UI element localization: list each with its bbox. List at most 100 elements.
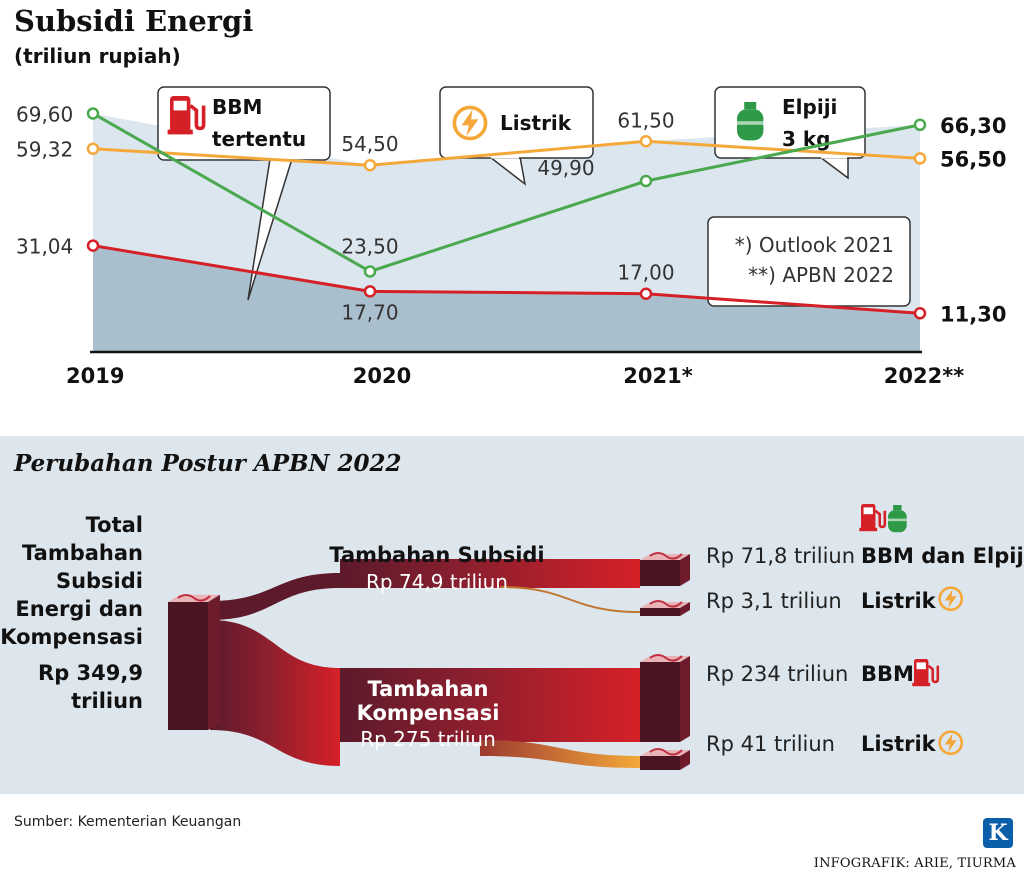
lightning-icon [938, 730, 964, 756]
target-amount: Rp 234 triliun [706, 662, 848, 686]
fuel-pump-base [167, 129, 193, 135]
fuel-pump-icon [912, 659, 940, 687]
money-stack-total-front [168, 602, 208, 730]
lightning-icon-bolt [944, 733, 957, 753]
data-label: 31,04 [16, 235, 73, 259]
money-stack-listrik-2-print [649, 748, 683, 756]
source-label-line: Energi dan [15, 597, 143, 621]
group-label-kompensasi-2: Kompensasi [357, 701, 500, 725]
fuel-pump-window [173, 100, 187, 111]
target-amount: Rp 41 triliun [706, 732, 835, 756]
x-tick-label: 2020 [353, 364, 411, 388]
series-line-0 [92, 244, 921, 315]
flow-band-subsidi-listrik [500, 586, 640, 613]
lightning-icon-ring [938, 586, 964, 612]
series-line-2 [92, 112, 921, 274]
data-label: 17,70 [341, 300, 398, 324]
target-category: Listrik [861, 732, 937, 756]
source-label-line: Tambahan [22, 541, 143, 565]
source-label-line: triliun [71, 689, 143, 713]
group-label-kompensasi: Tambahan [368, 677, 489, 701]
chart-subtitle: (triliun rupiah) [14, 44, 181, 68]
publisher-logo: K [983, 818, 1013, 848]
group-amount-kompensasi: Rp 275 triliun [360, 727, 496, 751]
fuel-pump-hose [927, 664, 940, 684]
money-stack-listrik-2-side [680, 750, 690, 770]
note-outlook: *) Outlook 2021 [735, 233, 894, 257]
fuel-pump-hose [189, 104, 206, 131]
money-stack-bbm [640, 654, 690, 742]
callout-bbm: BBM tertentu [157, 86, 331, 301]
credit-line: INFOGRAFIK: ARIE, TIURMA [813, 856, 1016, 871]
series-line-1 [92, 139, 921, 167]
notes-box: *) Outlook 2021 **) APBN 2022 [707, 216, 911, 307]
data-point [639, 174, 653, 188]
callout-bbm-label-2: tertentu [212, 127, 306, 151]
data-label: 17,00 [617, 261, 674, 285]
callout-bbm-pointer [247, 158, 293, 301]
callout-listrik: Listrik [439, 86, 594, 186]
money-stack-bbm-print [649, 654, 683, 662]
flow-band-subsidi [210, 573, 340, 620]
money-stack-bbm-side [680, 656, 690, 742]
money-stack-bbm-elpiji-front [640, 560, 680, 586]
data-label: 49,90 [537, 156, 594, 180]
money-stack-total-side [208, 594, 220, 730]
money-stack-bbm-elpiji-print [649, 552, 683, 560]
data-label: 11,30 [940, 302, 1006, 326]
data-point [639, 287, 653, 300]
data-label: 56,50 [940, 147, 1006, 171]
source-label-line: Subsidi [56, 569, 143, 593]
lightning-icon-bolt [944, 589, 957, 609]
data-point [639, 135, 653, 148]
flow-band-kompensasi-listrik [480, 740, 640, 768]
fuel-pump-window [863, 507, 873, 515]
target-amount: Rp 71,8 triliun [706, 544, 855, 568]
notes-box-frame [707, 216, 911, 307]
gas-cylinder-icon [888, 505, 907, 533]
note-apbn: **) APBN 2022 [748, 263, 894, 287]
data-point [363, 265, 377, 278]
source-label-line: Kompensasi [0, 625, 143, 649]
target-category: Listrik [861, 589, 937, 613]
data-point [913, 307, 927, 320]
flow-band-kompensasi [210, 620, 340, 766]
callout-listrik-pointer [489, 156, 527, 186]
lightning-icon-ring [452, 105, 488, 141]
source-label-line: Total [86, 513, 143, 537]
data-label: 66,30 [940, 114, 1006, 138]
chart-area-lower [93, 245, 920, 352]
data-point [363, 285, 377, 298]
data-point [363, 158, 377, 172]
fuel-pump-window [916, 662, 926, 670]
money-stack-bbm-elpiji-side [680, 554, 690, 586]
money-stack-listrik-1-side [680, 602, 690, 616]
fuel-pump-icon [167, 96, 206, 135]
sankey-chart: Total Tambahan Subsidi Energi dan Kompensasi… [0, 504, 1024, 770]
source-note: Sumber: Kementerian Keuangan [14, 814, 242, 830]
callout-bbm-label: BBM [212, 95, 262, 119]
lightning-icon [938, 586, 964, 612]
source-label-line: Rp 349,9 [38, 661, 143, 685]
gas-cylinder-band [737, 121, 764, 125]
money-stack-listrik-1-print [649, 600, 683, 608]
fuel-pump-base [859, 527, 878, 532]
data-label: 23,50 [341, 234, 398, 258]
fuel-pump-base [912, 682, 931, 687]
callout-bbm-box [157, 86, 331, 161]
target-amount: Rp 3,1 triliun [706, 589, 842, 613]
money-stack-listrik-2-front [640, 756, 680, 770]
money-stack-total [168, 594, 220, 730]
money-stack-bbm-front [640, 662, 680, 742]
x-tick-label: 2022** [884, 364, 964, 388]
money-stack-bbm-elpiji [640, 552, 690, 586]
callout-elpiji-pointer [819, 156, 849, 180]
data-point [86, 107, 100, 120]
callout-listrik-label: Listrik [500, 111, 572, 135]
data-point [913, 118, 927, 132]
callout-elpiji-label: Elpiji [782, 95, 837, 119]
gas-cylinder-valve [744, 102, 757, 110]
money-stack-total-print [177, 594, 211, 602]
x-tick-label: 2021* [623, 364, 692, 388]
